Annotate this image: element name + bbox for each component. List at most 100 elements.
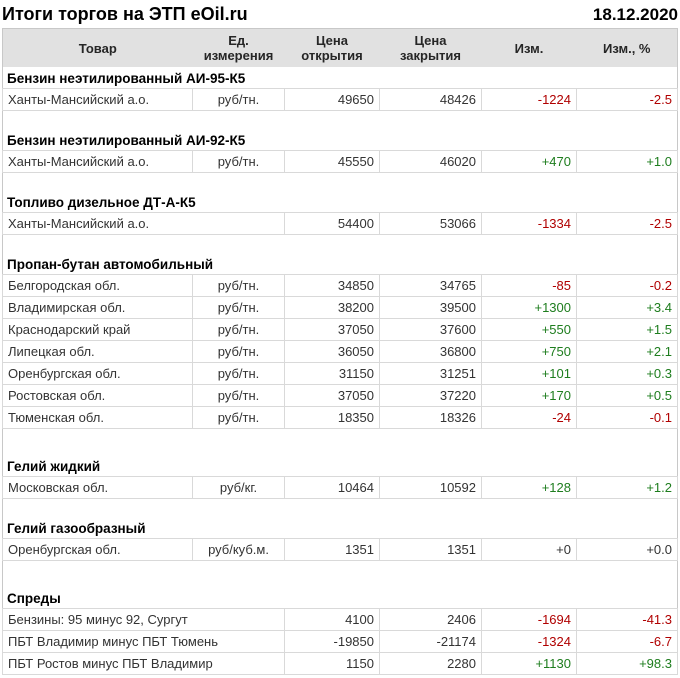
col-header-open-price: Цена открытия	[284, 28, 380, 67]
col-header-close-price: Цена закрытия	[379, 28, 482, 67]
unit-cell: руб/тн.	[192, 296, 285, 319]
table-row: Белгородская обл. руб/тн. 34850 34765 -8…	[2, 274, 678, 297]
open-price-cell: 37050	[284, 318, 380, 341]
header-line: Ед.	[228, 33, 249, 48]
header-line: закрытия	[399, 48, 461, 63]
change-cell: +470	[481, 150, 577, 173]
section-header-row: Бензин неэтилированный АИ-92-К5	[3, 129, 678, 151]
product-cell: Белгородская обл.	[2, 274, 193, 297]
header-line: Цена	[414, 33, 447, 48]
product-cell: ПБТ Ростов минус ПБТ Владимир	[2, 652, 285, 675]
unit-cell: руб/тн.	[192, 150, 285, 173]
change-cell: +101	[481, 362, 577, 385]
spacer-cell	[3, 173, 678, 192]
spacer-cell	[3, 499, 678, 518]
spacer-cell	[3, 561, 678, 588]
product-cell: Краснодарский край	[2, 318, 193, 341]
close-price-cell: 36800	[379, 340, 482, 363]
change-pct-cell: +2.1	[576, 340, 678, 363]
header-line: измерения	[203, 48, 274, 63]
table-row: ПБТ Владимир минус ПБТ Тюмень -19850 -21…	[2, 630, 678, 653]
section-header-row: Гелий жидкий	[3, 455, 678, 477]
close-price-cell: -21174	[379, 630, 482, 653]
open-price-cell: 1150	[284, 652, 380, 675]
close-price-cell: 18326	[379, 406, 482, 429]
open-price-cell: 49650	[284, 88, 380, 111]
close-price-cell: 39500	[379, 296, 482, 319]
change-cell: -1224	[481, 88, 577, 111]
page-title: Итоги торгов на ЭТП eOil.ru	[2, 4, 248, 24]
change-cell: +1300	[481, 296, 577, 319]
col-header-product: Товар	[2, 28, 193, 67]
product-cell: Ханты-Мансийский а.о.	[2, 150, 193, 173]
unit-cell: руб/тн.	[192, 406, 285, 429]
open-price-cell: 38200	[284, 296, 380, 319]
product-cell: Бензины: 95 минус 92, Сургут	[2, 608, 285, 631]
open-price-cell: 36050	[284, 340, 380, 363]
header-line: Цена	[316, 33, 348, 48]
product-cell: Оренбургская обл.	[2, 538, 193, 561]
table-row: ПБТ Ростов минус ПБТ Владимир 1150 2280 …	[2, 652, 678, 675]
change-pct-cell: -0.2	[576, 274, 678, 297]
close-price-cell: 2280	[379, 652, 482, 675]
close-price-cell: 48426	[379, 88, 482, 111]
product-cell: ПБТ Владимир минус ПБТ Тюмень	[2, 630, 285, 653]
section-title: Гелий газообразный	[7, 521, 146, 536]
open-price-cell: 10464	[284, 476, 380, 499]
close-price-cell: 37220	[379, 384, 482, 407]
table-row: Владимирская обл. руб/тн. 38200 39500 +1…	[2, 296, 678, 319]
table-row: Липецкая обл. руб/тн. 36050 36800 +750 +…	[2, 340, 678, 363]
spacer-cell	[3, 111, 678, 130]
change-cell: +550	[481, 318, 577, 341]
unit-cell: руб/куб.м.	[192, 538, 285, 561]
product-cell: Московская обл.	[2, 476, 193, 499]
change-cell: +170	[481, 384, 577, 407]
section-spacer	[3, 429, 678, 456]
trading-results-table: Товар Ед. измерения Цена открытия Цена закр…	[2, 28, 678, 675]
table-row: Ханты-Мансийский а.о. 54400 53066 -1334 …	[2, 212, 678, 235]
change-pct-cell: -0.1	[576, 406, 678, 429]
change-pct-cell: +1.2	[576, 476, 678, 499]
change-cell: +1130	[481, 652, 577, 675]
change-pct-cell: -41.3	[576, 608, 678, 631]
section-header-row: Бензин неэтилированный АИ-95-К5	[3, 67, 678, 89]
open-price-cell: 18350	[284, 406, 380, 429]
close-price-cell: 31251	[379, 362, 482, 385]
close-price-cell: 1351	[379, 538, 482, 561]
col-header-change: Изм.	[481, 28, 577, 67]
report-header: Итоги торгов на ЭТП eOil.ru 18.12.2020	[0, 0, 680, 28]
open-price-cell: 1351	[284, 538, 380, 561]
change-pct-cell: +98.3	[576, 652, 678, 675]
unit-cell: руб/тн.	[192, 340, 285, 363]
section-header-row: Спреды	[3, 587, 678, 609]
table-row: Ханты-Мансийский а.о. руб/тн. 45550 4602…	[2, 150, 678, 173]
close-price-cell: 37600	[379, 318, 482, 341]
open-price-cell: 45550	[284, 150, 380, 173]
col-header-change-pct: Изм., %	[576, 28, 678, 67]
close-price-cell: 53066	[379, 212, 482, 235]
table-row: Московская обл. руб/кг. 10464 10592 +128…	[2, 476, 678, 499]
change-pct-cell: -2.5	[576, 212, 678, 235]
change-pct-cell: +0.5	[576, 384, 678, 407]
unit-cell: руб/тн.	[192, 274, 285, 297]
column-header-row: Товар Ед. измерения Цена открытия Цена закр…	[2, 28, 678, 67]
change-pct-cell: -6.7	[576, 630, 678, 653]
product-cell: Ханты-Мансийский а.о.	[2, 212, 285, 235]
unit-cell: руб/тн.	[192, 88, 285, 111]
product-cell: Владимирская обл.	[2, 296, 193, 319]
section-title: Пропан-бутан автомобильный	[7, 257, 214, 272]
header-line: открытия	[301, 48, 363, 63]
product-cell: Ханты-Мансийский а.о.	[2, 88, 193, 111]
product-cell: Ростовская обл.	[2, 384, 193, 407]
spacer-cell	[3, 235, 678, 254]
change-pct-cell: +1.5	[576, 318, 678, 341]
change-cell: +128	[481, 476, 577, 499]
open-price-cell: 31150	[284, 362, 380, 385]
section-spacer	[3, 235, 678, 254]
open-price-cell: 4100	[284, 608, 380, 631]
close-price-cell: 34765	[379, 274, 482, 297]
open-price-cell: -19850	[284, 630, 380, 653]
section-header-row: Топливо дизельное ДТ-А-К5	[3, 191, 678, 213]
product-cell: Тюменская обл.	[2, 406, 193, 429]
change-cell: +0	[481, 538, 577, 561]
